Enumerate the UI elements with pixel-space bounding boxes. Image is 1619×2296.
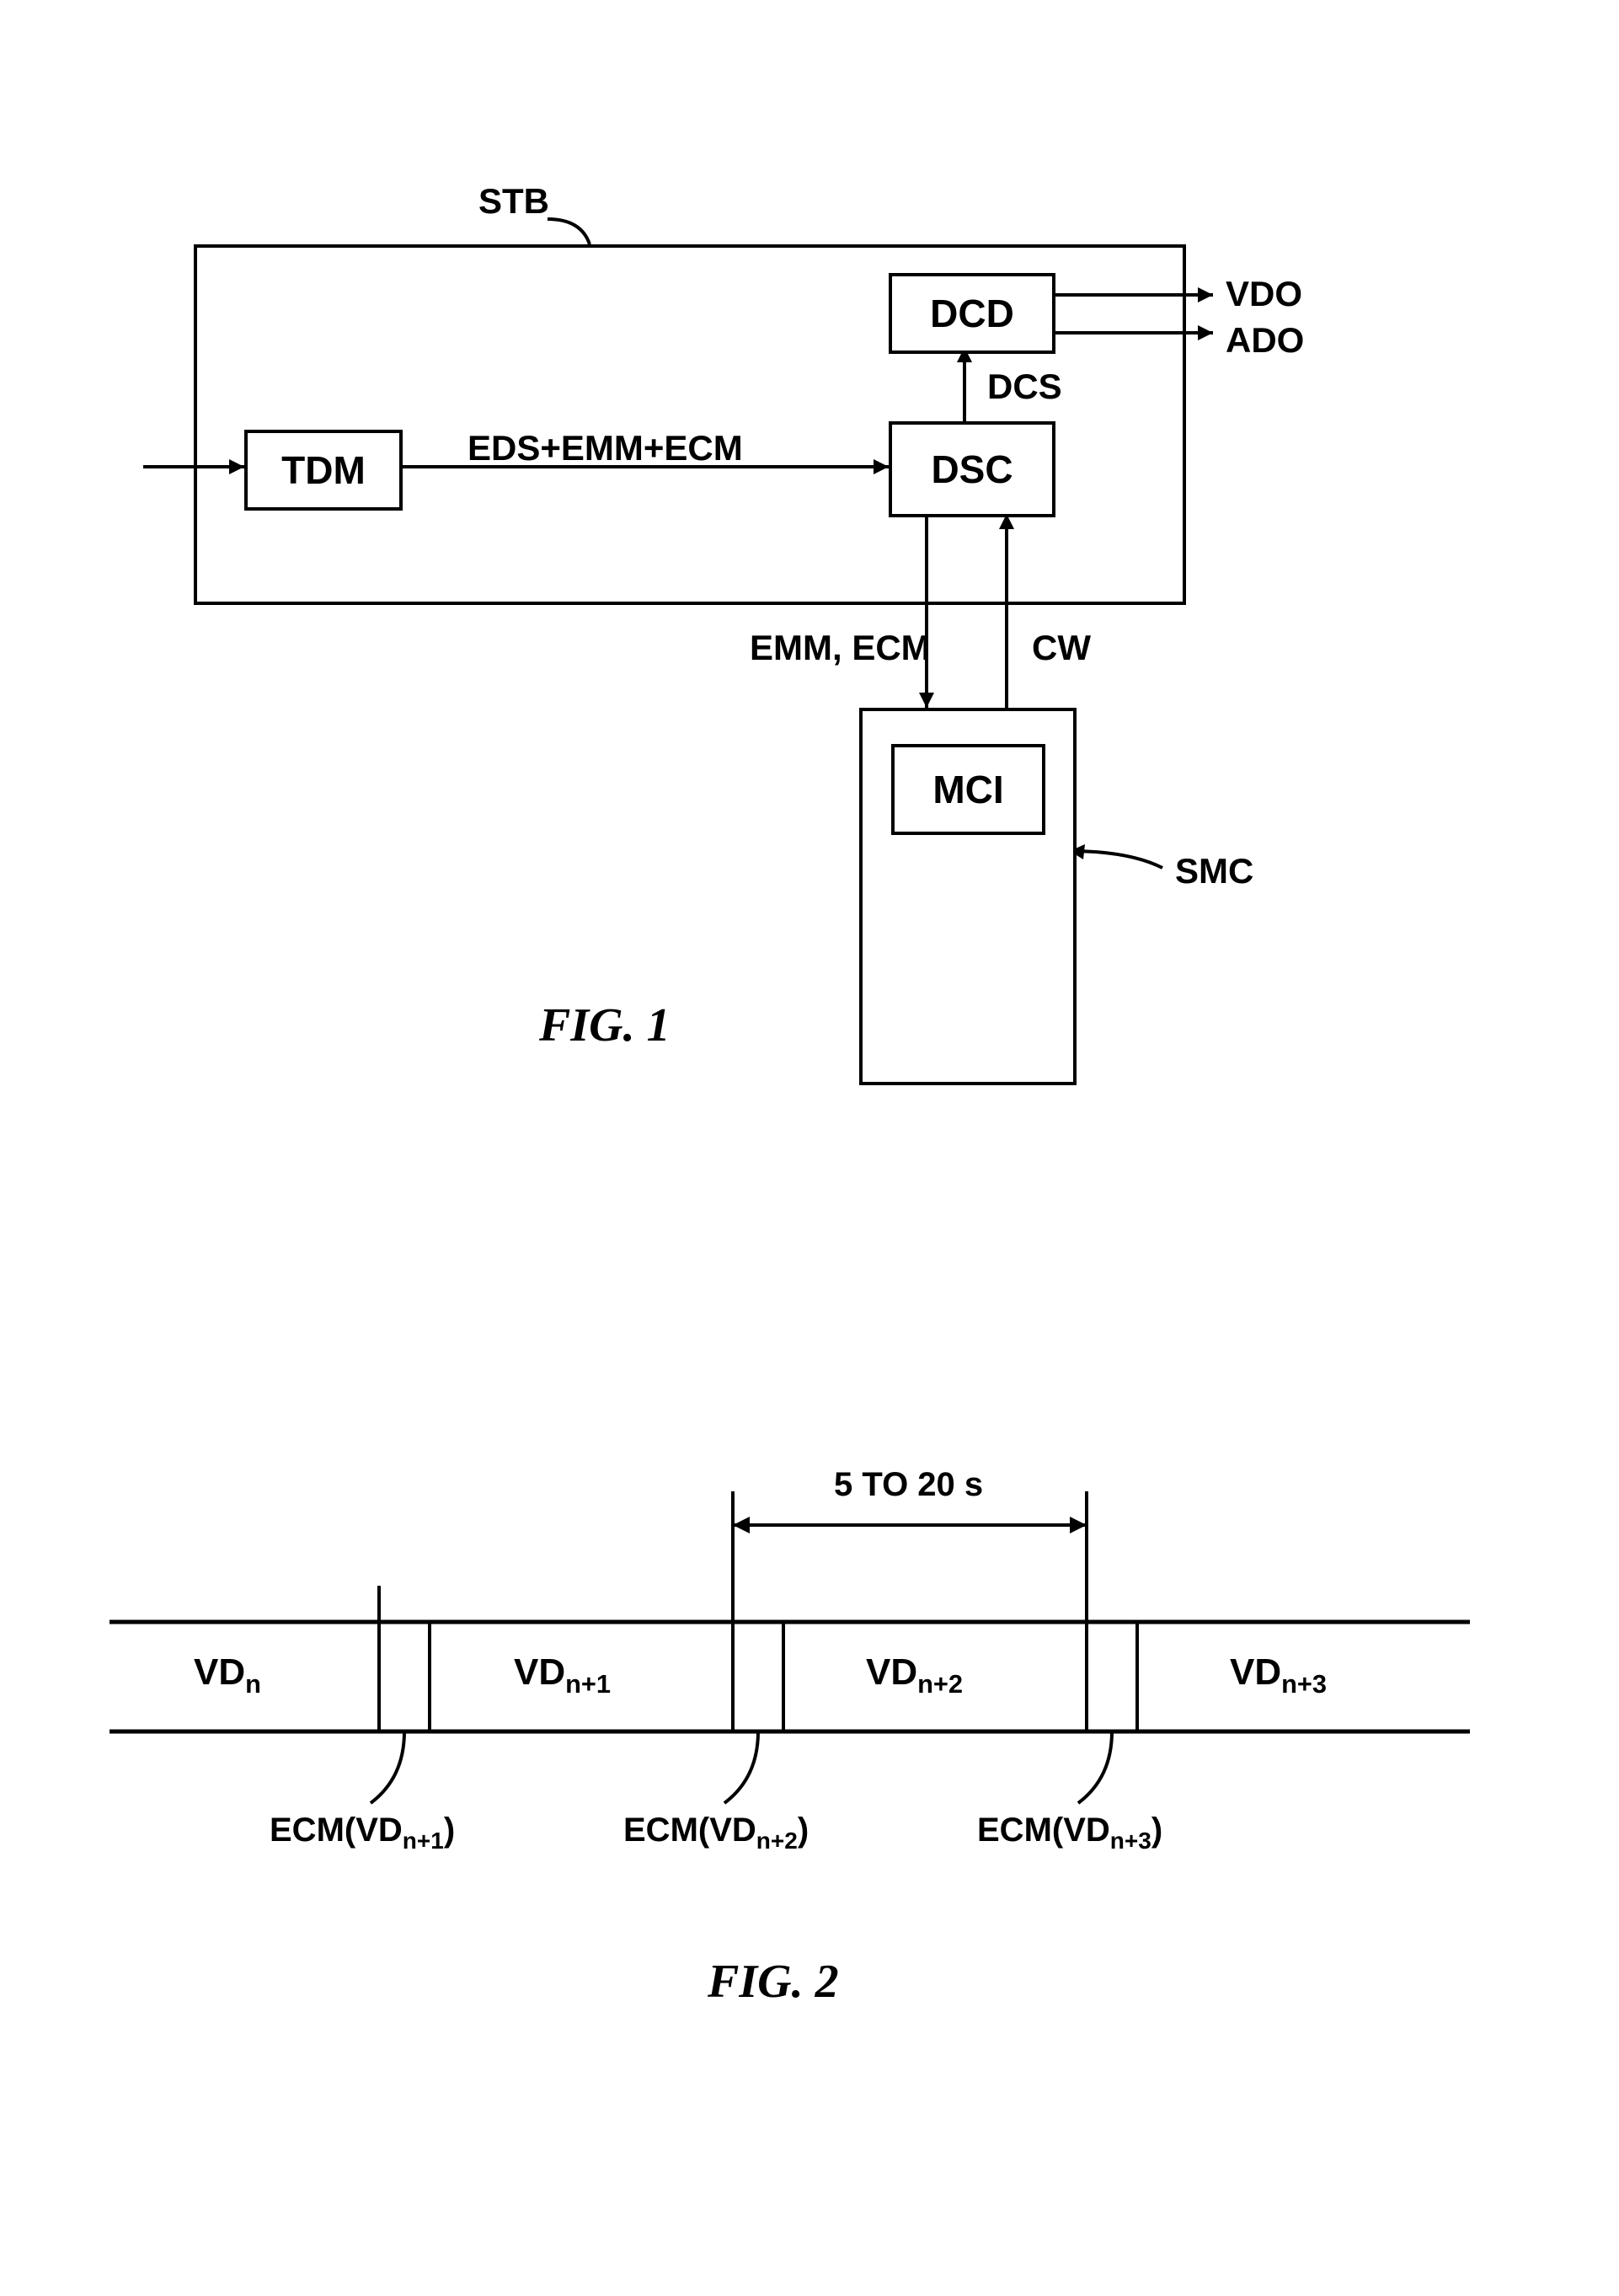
vd-text: VD <box>1230 1651 1281 1693</box>
ecm-n1: ECM(VDn+1) <box>270 1812 455 1854</box>
fig2-caption: FIG. 2 <box>708 1955 839 2009</box>
vd-text: VD <box>866 1651 917 1693</box>
vd-n1-sub: n+1 <box>565 1669 611 1699</box>
vd-n: VDn <box>194 1651 261 1699</box>
vd-n3-sub: n+3 <box>1281 1669 1327 1699</box>
ecm-close: ) <box>1151 1812 1162 1849</box>
ecm-n1-sub: n+1 <box>403 1828 444 1854</box>
ecm-text: ECM(VD <box>270 1812 403 1849</box>
ecm-close: ) <box>444 1812 455 1849</box>
ecm-close: ) <box>798 1812 809 1849</box>
vd-n2-sub: n+2 <box>917 1669 963 1699</box>
vd-text: VD <box>194 1651 245 1693</box>
interval-label: 5 TO 20 s <box>834 1466 983 1504</box>
vd-n3: VDn+3 <box>1230 1651 1327 1699</box>
vd-n1: VDn+1 <box>514 1651 611 1699</box>
ecm-n3-sub: n+3 <box>1110 1828 1151 1854</box>
ecm-n3: ECM(VDn+3) <box>977 1812 1162 1854</box>
ecm-text: ECM(VD <box>977 1812 1110 1849</box>
vd-n-sub: n <box>245 1669 261 1699</box>
ecm-n2-sub: n+2 <box>756 1828 798 1854</box>
ecm-n2: ECM(VDn+2) <box>623 1812 809 1854</box>
ecm-text: ECM(VD <box>623 1812 756 1849</box>
fig2-svg <box>0 0 1619 2296</box>
vd-text: VD <box>514 1651 565 1693</box>
vd-n2: VDn+2 <box>866 1651 963 1699</box>
